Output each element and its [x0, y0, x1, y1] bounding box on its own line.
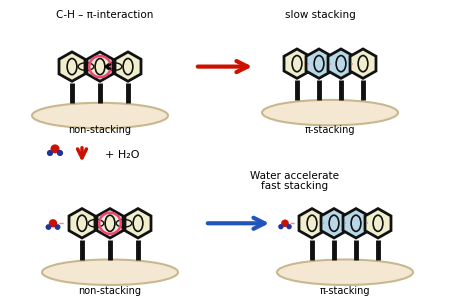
- Text: + H₂O: + H₂O: [105, 150, 140, 160]
- Ellipse shape: [277, 260, 413, 285]
- Circle shape: [287, 225, 291, 229]
- Text: fast stacking: fast stacking: [261, 181, 328, 191]
- Polygon shape: [328, 49, 354, 78]
- Ellipse shape: [83, 217, 109, 229]
- Circle shape: [279, 225, 283, 229]
- Circle shape: [55, 225, 60, 229]
- Polygon shape: [299, 208, 325, 238]
- Ellipse shape: [111, 217, 137, 229]
- Polygon shape: [59, 52, 85, 81]
- Polygon shape: [284, 49, 310, 78]
- Polygon shape: [365, 208, 391, 238]
- Text: slow stacking: slow stacking: [284, 10, 356, 20]
- Circle shape: [58, 151, 63, 155]
- Polygon shape: [306, 49, 332, 78]
- Text: π-stacking: π-stacking: [320, 286, 370, 296]
- Ellipse shape: [101, 61, 127, 72]
- Text: Water accelerate: Water accelerate: [251, 171, 339, 181]
- Polygon shape: [97, 208, 123, 238]
- Ellipse shape: [32, 103, 168, 128]
- Ellipse shape: [73, 61, 99, 72]
- Ellipse shape: [262, 100, 398, 125]
- Polygon shape: [115, 52, 141, 81]
- Polygon shape: [69, 208, 95, 238]
- Text: π-stacking: π-stacking: [305, 125, 355, 135]
- Circle shape: [51, 145, 59, 153]
- Polygon shape: [321, 208, 347, 238]
- Polygon shape: [87, 52, 113, 81]
- Circle shape: [50, 220, 57, 227]
- Polygon shape: [343, 208, 369, 238]
- Polygon shape: [350, 49, 376, 78]
- Text: non-stacking: non-stacking: [68, 125, 131, 135]
- Circle shape: [48, 151, 52, 155]
- Polygon shape: [125, 208, 151, 238]
- Ellipse shape: [42, 260, 178, 285]
- Circle shape: [46, 225, 51, 229]
- Circle shape: [282, 220, 288, 226]
- Text: non-stacking: non-stacking: [78, 286, 141, 296]
- Text: C-H – π-interaction: C-H – π-interaction: [56, 10, 154, 20]
